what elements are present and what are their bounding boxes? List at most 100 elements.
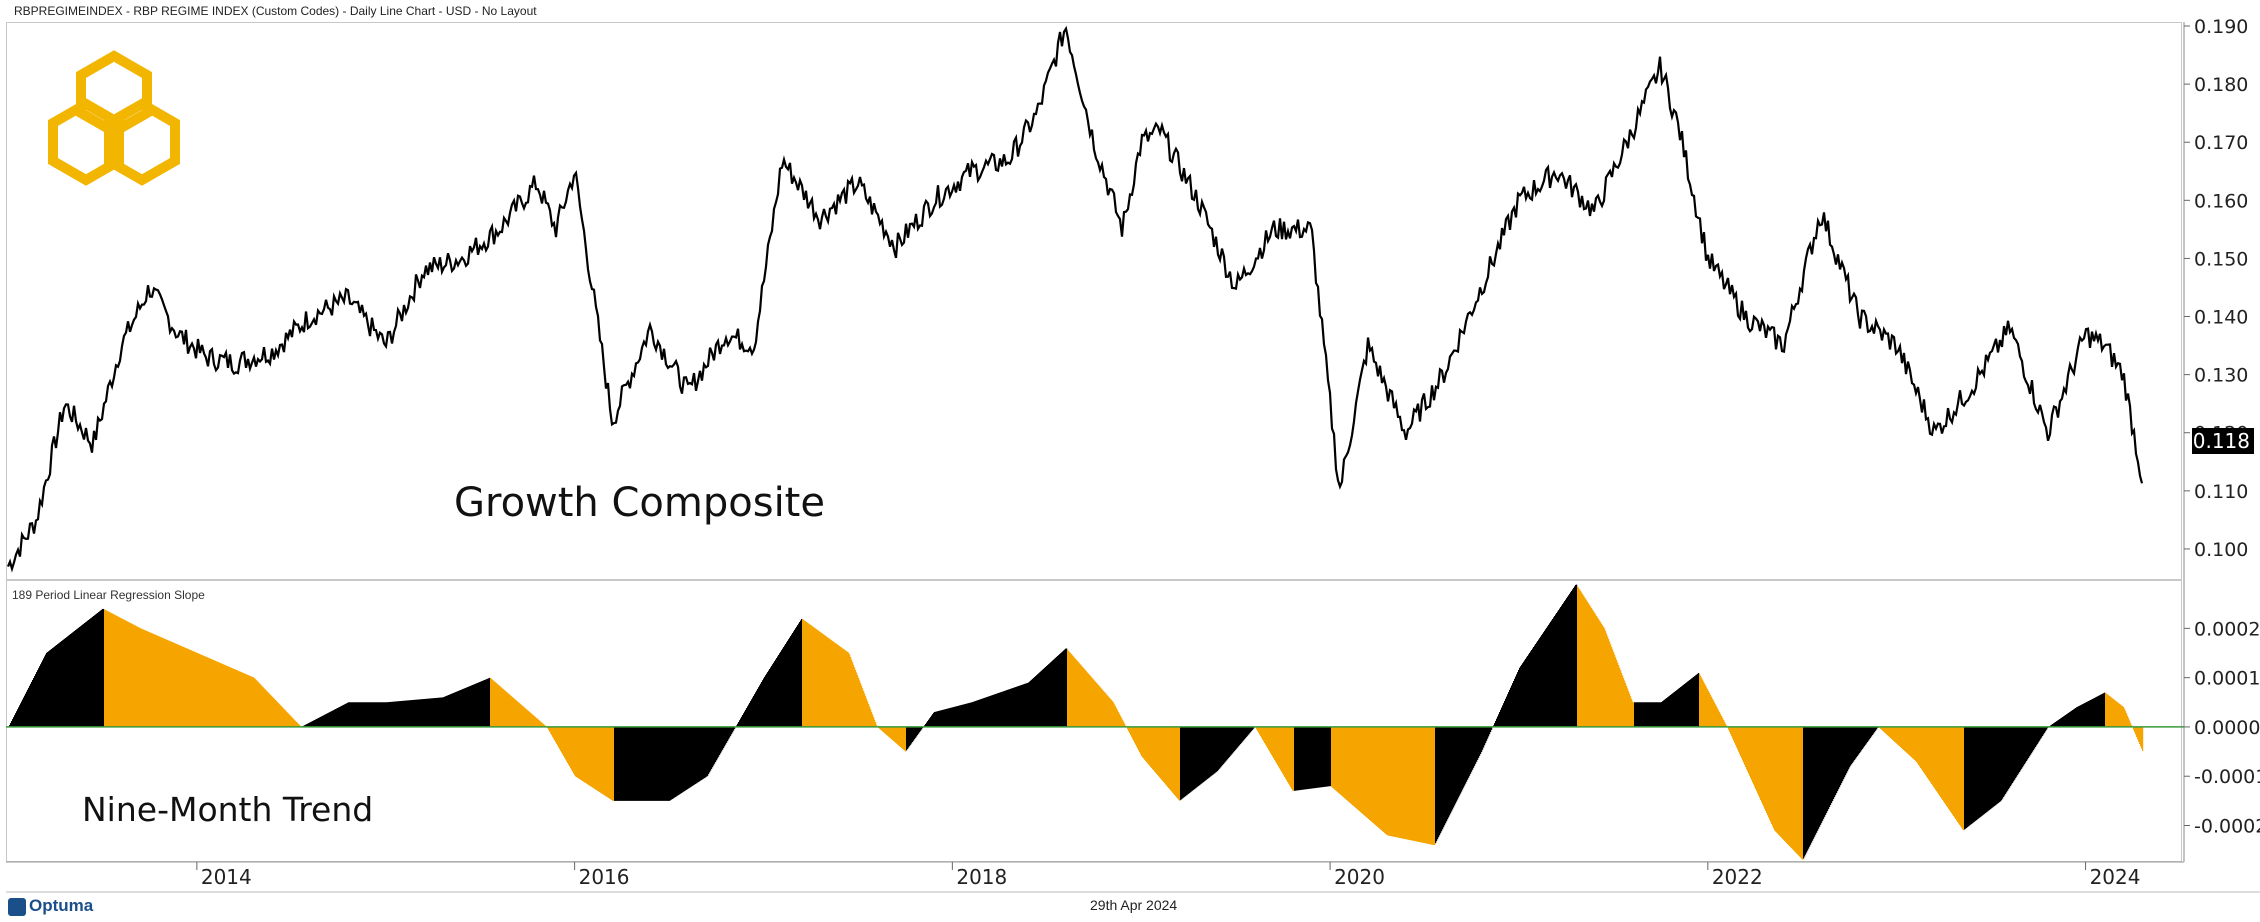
slope-bar [1699,673,1701,727]
slope-bar [1013,687,1015,727]
slope-bar [1761,726,1763,803]
slope-bar [1707,689,1709,727]
slope-bar [551,726,553,736]
slope-bar [1766,726,1768,814]
slope-bar [524,707,526,727]
slope-bar [1263,726,1265,742]
slope-bar [976,700,978,727]
slope-bar [917,726,919,736]
slope-bar [374,702,376,727]
slope-bar [2108,695,2110,727]
slope-bar [2000,726,2002,802]
slope-bar [1632,701,1634,727]
slope-bar [218,662,220,727]
slope-bar [1832,726,1834,802]
slope-bar [477,682,479,727]
slope-bar [636,726,638,801]
slope-bar [751,699,753,727]
slope-bar [2042,726,2044,736]
slope-bar [1338,726,1340,793]
slope-bar [485,679,487,727]
slope-bar [784,645,786,727]
slope-bar [492,679,494,727]
slope-bar [703,726,705,779]
slope-bar [2116,701,2118,727]
slope-bar [2061,717,2063,727]
slope-bar [2122,706,2124,727]
slope-bar [260,684,262,727]
slope-bar [611,726,613,800]
slope-bar [737,723,739,727]
slope-bar [2135,726,2137,735]
slope-bar [100,610,102,727]
slope-bar [681,726,683,794]
slope-bar [2058,719,2060,727]
slope-bar [464,688,466,727]
slope-bar [1914,726,1916,760]
slope-bar [101,609,103,727]
slope-bar [1258,726,1260,733]
slope-bar [286,711,288,727]
slope-bar [1011,688,1013,727]
slope-bar [340,706,342,727]
slope-bar [2018,726,2020,774]
slope-bar [1942,726,1944,801]
slope-bar [1597,617,1599,727]
slope-bar [931,715,933,727]
slope-bar [1162,726,1164,781]
slope-bar [996,693,998,727]
slope-bar [398,701,400,727]
slope-bar [177,644,179,727]
slope-bar [1423,726,1425,843]
slope-bar [2036,726,2038,746]
slope-bar [1224,726,1226,763]
slope-bar [1394,726,1396,837]
slope-bar [958,705,960,727]
slope-bar [918,726,920,734]
slope-bar [1669,695,1671,727]
slope-bar [180,645,182,727]
slope-bar [1849,726,1851,768]
slope-bar [990,695,992,727]
slope-bar [1156,726,1158,774]
slope-bar [2001,726,2003,801]
slope-bar [1241,726,1243,743]
slope-bar [593,726,595,789]
slope-bar [1815,726,1817,835]
slope-bar [481,681,483,727]
slope-bar [1207,726,1209,779]
slope-bar [1615,657,1617,727]
slope-bar [1994,726,1996,807]
slope-bar [1294,726,1296,791]
slope-bar [15,713,17,727]
slope-bar [1754,726,1756,787]
slope-bar [200,654,202,727]
slope-bar [1198,726,1200,786]
slope-bar [2107,694,2109,727]
slope-bar [1047,665,1049,727]
slope-bar [1273,726,1275,759]
slope-bar [2028,726,2030,758]
slope-bar [108,611,110,727]
slope-bar [1974,726,1976,822]
slope-bar [1389,726,1391,836]
slope-bar [451,693,453,727]
slope-bar [424,698,426,727]
slope-bar [1022,684,1024,727]
optuma-brand[interactable]: Optuma [8,896,93,916]
slope-bar [153,633,155,727]
slope-bar [1071,654,1073,727]
slope-bar [1676,690,1678,727]
slope-bar [980,699,982,727]
slope-bar [1323,726,1325,787]
slope-bar [1422,726,1424,843]
slope-bar [2063,716,2065,727]
slope-bar [34,676,36,727]
slope-bar [1223,726,1225,764]
slope-bar [870,709,872,727]
slope-bar [1998,726,2000,803]
slope-bar [832,640,834,727]
slope-bar [1239,726,1241,746]
slope-bar [35,674,37,727]
slope-bar [1862,726,1864,749]
